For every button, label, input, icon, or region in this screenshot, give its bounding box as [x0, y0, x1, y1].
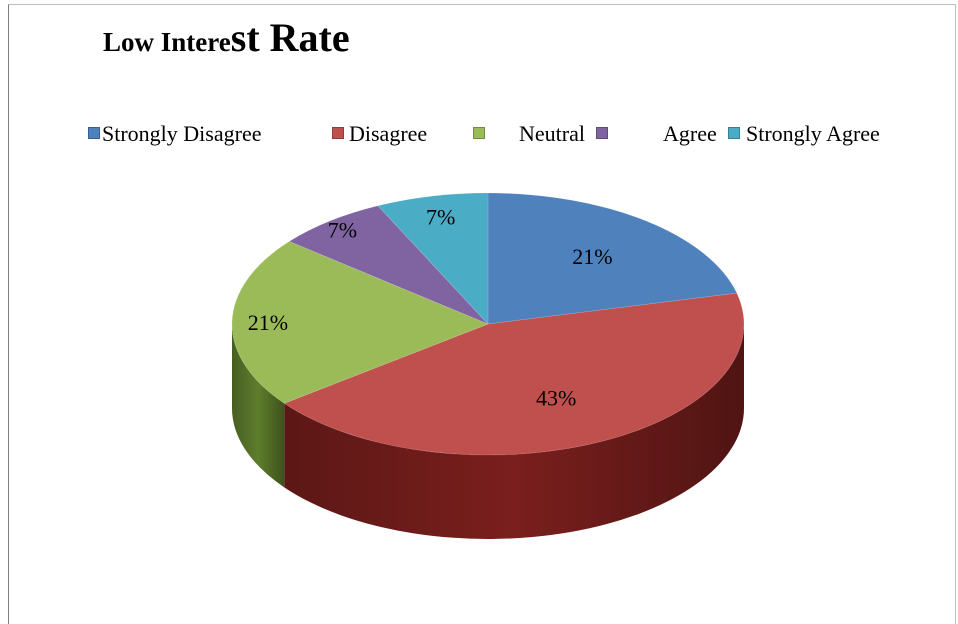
legend-swatch-neutral	[473, 127, 485, 139]
pie-sides	[232, 324, 744, 540]
pie-side-shade-disagree	[284, 324, 744, 540]
pie-side-shade-neutral	[232, 324, 285, 488]
pie-tops	[231, 192, 745, 456]
pie-slice-disagree	[283, 292, 745, 456]
data-label-strongly-disagree: 21%	[572, 244, 612, 269]
chart-title-part1: Low Intere	[103, 27, 231, 57]
legend-label-disagree: Disagree	[349, 121, 428, 146]
legend-label-strongly-agree: Strongly Agree	[746, 121, 880, 146]
data-label-disagree: 43%	[536, 385, 576, 410]
pie-slice-strongly-disagree	[487, 192, 738, 325]
chart-title-part2: st Rate	[230, 15, 350, 60]
data-label-agree: 7%	[328, 217, 357, 242]
legend-swatch-strongly-agree	[728, 127, 740, 139]
legend-swatch-strongly-disagree	[88, 127, 100, 139]
chart-title: Low Interest Rate	[103, 14, 350, 61]
pie-slice-neutral	[231, 240, 490, 404]
data-label-strongly-agree: 7%	[426, 205, 455, 230]
data-label-neutral: 21%	[248, 310, 288, 335]
pie-slice-agree	[288, 205, 489, 325]
legend-label-strongly-disagree: Strongly Disagree	[102, 121, 262, 146]
legend-label-agree: Agree	[663, 121, 717, 146]
chart-frame	[8, 4, 956, 624]
pie-labels: 21% 43% 21% 7% 7%	[248, 205, 613, 411]
legend-swatch-agree	[596, 127, 608, 139]
legend-label-neutral: Neutral	[519, 121, 585, 146]
pie-slice-strongly-agree	[377, 192, 489, 326]
legend-swatch-disagree	[332, 127, 344, 139]
